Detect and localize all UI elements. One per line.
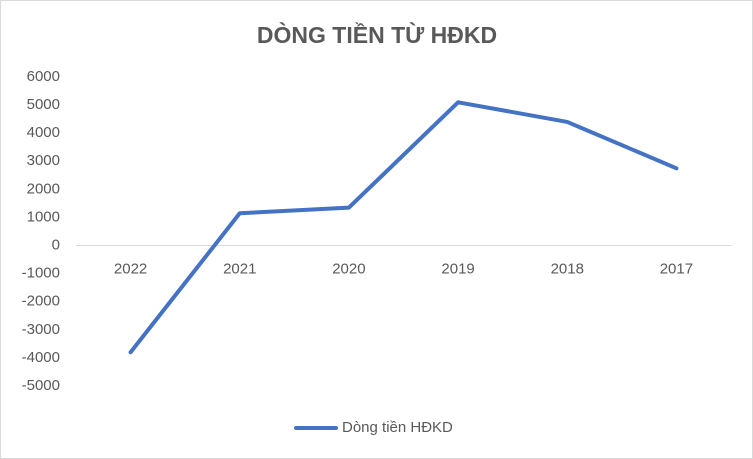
y-tick-label: -2000	[22, 293, 60, 310]
x-tick-label: 2022	[114, 261, 147, 278]
x-tick-label: 2018	[551, 261, 584, 278]
y-tick-label: 1000	[27, 208, 60, 225]
data-line	[128, 100, 679, 355]
legend-label: Dòng tiền HĐKD	[342, 419, 453, 436]
y-tick-label: 3000	[27, 152, 60, 169]
x-tick-label: 2020	[332, 261, 365, 278]
x-tick-label: 2019	[441, 261, 474, 278]
y-tick-label: -3000	[22, 321, 60, 338]
y-tick-label: 5000	[27, 96, 60, 113]
y-tick-label: 2000	[27, 180, 60, 197]
y-tick-label: -1000	[22, 265, 60, 282]
x-tick-label: 2021	[223, 261, 256, 278]
y-tick-label: -5000	[22, 377, 60, 394]
y-tick-label: 0	[52, 237, 60, 254]
y-tick-label: -4000	[22, 349, 60, 366]
y-tick-label: 6000	[27, 68, 60, 85]
x-tick-label: 2017	[660, 261, 693, 278]
chart-title: DÒNG TIỀN TỪ HĐKD	[257, 21, 497, 48]
y-tick-label: 4000	[27, 124, 60, 141]
